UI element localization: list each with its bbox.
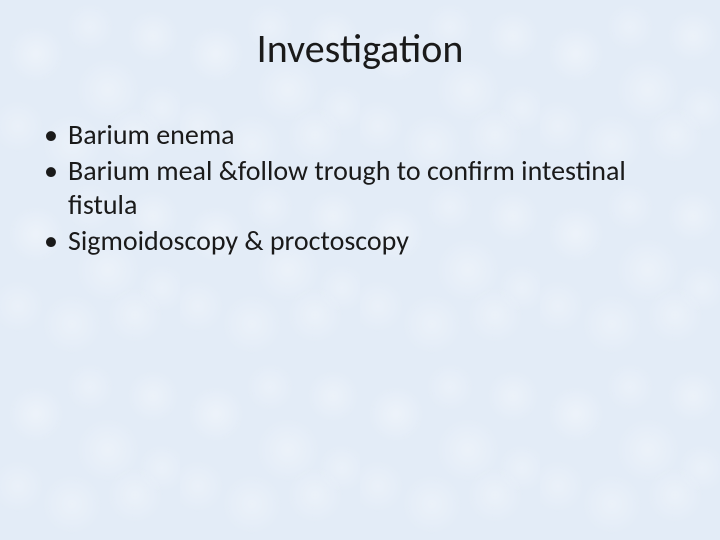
- bullet-text: Barium enema: [68, 117, 235, 152]
- list-item: Barium enema: [42, 118, 678, 152]
- bullet-list: Barium enema Barium meal &follow trough …: [42, 118, 678, 259]
- list-item: Sigmoidoscopy & proctoscopy: [42, 224, 678, 258]
- slide-body: Barium enema Barium meal &follow trough …: [42, 118, 678, 261]
- slide: Investigation Barium enema Barium meal &…: [0, 0, 720, 540]
- list-item: Barium meal &follow trough to confirm in…: [42, 154, 678, 222]
- bullet-text: Sigmoidoscopy & proctoscopy: [68, 223, 409, 258]
- bullet-text: Barium meal &follow trough to confirm in…: [68, 153, 626, 222]
- slide-title: Investigation: [0, 24, 720, 73]
